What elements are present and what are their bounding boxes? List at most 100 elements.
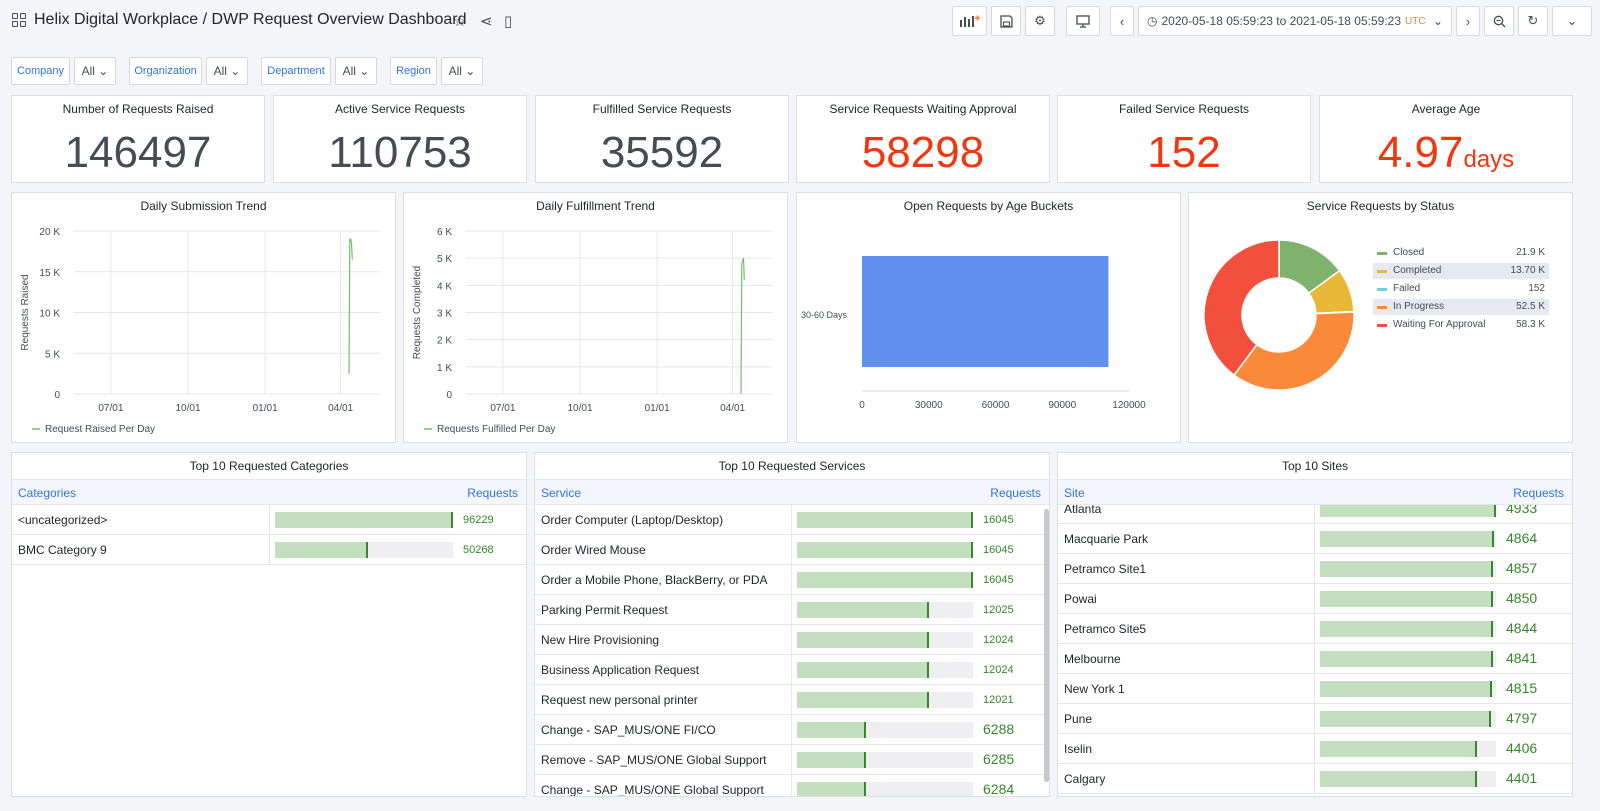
legend-value: 58.3 K bbox=[1516, 319, 1545, 330]
table-row[interactable]: New Hire Provisioning 12024 bbox=[535, 625, 1049, 655]
row-value: 12025 bbox=[983, 604, 1014, 616]
bar-gauge-fill bbox=[1320, 741, 1478, 757]
add-panel-button[interactable] bbox=[952, 6, 987, 36]
table-row[interactable]: Remove - SAP_MUS/ONE Global Support 6285 bbox=[535, 745, 1049, 775]
column-header-site[interactable]: Site bbox=[1064, 486, 1085, 500]
filter-select-region[interactable]: All ⌄ bbox=[441, 57, 483, 85]
top-sites-panel[interactable]: Top 10 Sites Site Requests Atlanta 4933 M… bbox=[1057, 452, 1573, 797]
bar-gauge-fill bbox=[1320, 501, 1496, 517]
daily-fulfillment-trend-panel[interactable]: Daily Fulfillment Trend 0 1 K 2 K 3 K 4 K 5 K… bbox=[403, 192, 788, 443]
row-label: Business Application Request bbox=[541, 663, 700, 677]
top-services-panel[interactable]: Top 10 Requested Services Service Reques… bbox=[534, 452, 1050, 797]
column-header-service[interactable]: Service bbox=[541, 486, 582, 500]
table-row[interactable]: Iselin 4406 bbox=[1058, 734, 1572, 764]
table-row[interactable]: Powai 4850 bbox=[1058, 584, 1572, 614]
time-range-picker[interactable]: ◷ 2020-05-18 05:59:23 to 2021-05-18 05:5… bbox=[1138, 6, 1452, 36]
column-header-requests[interactable]: Requests bbox=[467, 486, 518, 500]
tv-mode-button[interactable] bbox=[1066, 6, 1100, 36]
table-row[interactable]: Melbourne 4841 bbox=[1058, 644, 1572, 674]
settings-button[interactable]: ⚙ bbox=[1025, 6, 1055, 36]
table-row[interactable]: <uncategorized> 96229 bbox=[12, 505, 526, 535]
table-row[interactable]: Request new personal printer 12021 bbox=[535, 685, 1049, 715]
refresh-interval-picker[interactable]: ⌄ bbox=[1552, 6, 1592, 36]
grid-icon[interactable] bbox=[12, 13, 26, 27]
legend-item-failed[interactable]: Failed 152 bbox=[1373, 281, 1549, 297]
bar-gauge-fill bbox=[797, 752, 866, 768]
stat-waiting-approval[interactable]: Service Requests Waiting Approval 58298 bbox=[796, 95, 1050, 183]
x-tick-label: 0 bbox=[859, 400, 865, 411]
stat-average-age[interactable]: Average Age 4.97days bbox=[1319, 95, 1573, 183]
bar-gauge-fill bbox=[1320, 621, 1493, 637]
filter-select-organization[interactable]: All ⌄ bbox=[206, 57, 248, 85]
row-label: Melbourne bbox=[1064, 652, 1121, 666]
table-row[interactable]: Macquarie Park 4864 bbox=[1058, 524, 1572, 554]
history-icon[interactable]: ▯ bbox=[504, 13, 513, 30]
column-divider bbox=[1314, 584, 1315, 613]
bar-gauge bbox=[1320, 621, 1496, 637]
table-row[interactable]: Petramco Site5 4844 bbox=[1058, 614, 1572, 644]
time-shift-forward-button[interactable]: › bbox=[1456, 6, 1480, 36]
table-row[interactable]: Change - SAP_MUS/ONE FI/CO 6288 bbox=[535, 715, 1049, 745]
table-row[interactable]: Business Application Request 12024 bbox=[535, 655, 1049, 685]
x-tick-label: 07/01 bbox=[490, 403, 515, 414]
table-row[interactable]: Calgary 4401 bbox=[1058, 764, 1572, 794]
dashboard-title[interactable]: Helix Digital Workplace / DWP Request Ov… bbox=[34, 11, 467, 28]
top-categories-panel[interactable]: Top 10 Requested Categories Categories R… bbox=[11, 452, 527, 797]
column-header-requests[interactable]: Requests bbox=[990, 486, 1041, 500]
panel-title: Service Requests Waiting Approval bbox=[829, 102, 1017, 116]
legend-item-completed[interactable]: Completed 13.70 K bbox=[1373, 263, 1549, 279]
stat-fulfilled-requests[interactable]: Fulfilled Service Requests 35592 bbox=[535, 95, 789, 183]
table-row[interactable]: BMC Category 9 50268 bbox=[12, 535, 526, 565]
stat-active-requests[interactable]: Active Service Requests 110753 bbox=[273, 95, 527, 183]
save-dashboard-button[interactable] bbox=[991, 6, 1021, 36]
y-tick-label: 6 K bbox=[437, 227, 452, 238]
table-row[interactable]: Change - SAP_MUS/ONE Global Support 6284 bbox=[535, 775, 1049, 796]
table-row[interactable]: Order Computer (Laptop/Desktop) 16045 bbox=[535, 505, 1049, 535]
bar-gauge bbox=[1320, 591, 1496, 607]
bar-gauge bbox=[797, 602, 973, 618]
scrollbar[interactable] bbox=[1044, 509, 1049, 782]
row-value: 4797 bbox=[1506, 710, 1538, 726]
legend-label: Request Raised Per Day bbox=[45, 424, 155, 435]
row-value: 4864 bbox=[1506, 530, 1538, 546]
table-row[interactable]: Atlanta 4933 bbox=[1058, 494, 1572, 524]
category-label: 30-60 Days bbox=[801, 310, 848, 320]
legend-label: Failed bbox=[1393, 283, 1421, 294]
table-row[interactable]: Order Wired Mouse 16045 bbox=[535, 535, 1049, 565]
row-label: Order Wired Mouse bbox=[541, 543, 646, 557]
stat-failed-requests[interactable]: Failed Service Requests 152 bbox=[1057, 95, 1311, 183]
y-tick-label: 0 bbox=[54, 390, 60, 401]
tv-icon bbox=[1076, 14, 1090, 28]
refresh-button[interactable]: ↻ bbox=[1518, 6, 1548, 36]
filter-select-department[interactable]: All ⌄ bbox=[335, 57, 377, 85]
settings-icon: ⚙ bbox=[1034, 13, 1046, 28]
star-icon[interactable]: ☆ bbox=[453, 13, 467, 30]
panel-title: Active Service Requests bbox=[334, 102, 466, 116]
filter-select-company[interactable]: All ⌄ bbox=[74, 57, 116, 85]
stat-requests-raised[interactable]: Number of Requests Raised 146497 bbox=[11, 95, 265, 183]
table-row[interactable]: Order a Mobile Phone, BlackBerry, or PDA… bbox=[535, 565, 1049, 595]
time-shift-back-button[interactable]: ‹ bbox=[1110, 6, 1134, 36]
pie-slice-in-progress bbox=[1233, 311, 1355, 391]
legend-label: Completed bbox=[1393, 265, 1442, 276]
legend-item-in-progress[interactable]: In Progress 52.5 K bbox=[1373, 299, 1549, 315]
share-icon[interactable]: ⋖ bbox=[480, 13, 493, 30]
table-row[interactable]: Pune 4797 bbox=[1058, 704, 1572, 734]
bar-gauge-fill bbox=[1320, 651, 1493, 667]
chevron-right-icon: › bbox=[1465, 13, 1471, 29]
legend-item-waiting-for-approval[interactable]: Waiting For Approval 58.3 K bbox=[1373, 317, 1549, 333]
legend-item-closed[interactable]: Closed 21.9 K bbox=[1373, 245, 1549, 261]
table-row[interactable]: Parking Permit Request 12025 bbox=[535, 595, 1049, 625]
column-header-categories[interactable]: Categories bbox=[18, 486, 77, 500]
legend-swatch bbox=[1377, 306, 1387, 309]
table-row[interactable]: New York 1 4815 bbox=[1058, 674, 1572, 704]
row-value: 4841 bbox=[1506, 650, 1538, 666]
bar-gauge-fill bbox=[1320, 561, 1494, 577]
zoom-out-button[interactable] bbox=[1484, 6, 1514, 36]
column-header-requests[interactable]: Requests bbox=[1513, 486, 1564, 500]
age-buckets-panel[interactable]: Open Requests by Age Buckets 0 30000 60000… bbox=[796, 192, 1181, 443]
table-header: Categories Requests bbox=[12, 479, 526, 505]
table-row[interactable]: Petramco Site1 4857 bbox=[1058, 554, 1572, 584]
